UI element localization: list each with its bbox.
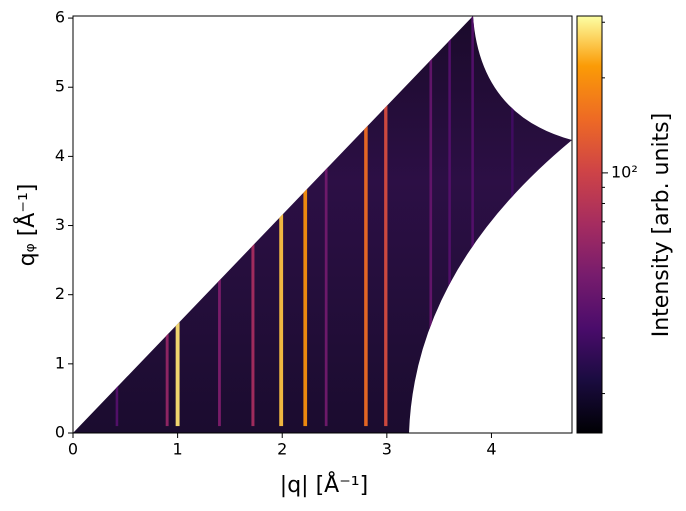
ring-line <box>279 16 284 427</box>
y-tick-label: 6 <box>55 8 65 27</box>
x-tick-label: 4 <box>486 440 496 459</box>
x-tick-label: 2 <box>277 440 287 459</box>
y-tick-label: 1 <box>55 353 65 372</box>
ring-line <box>471 16 474 427</box>
x-tick-label: 1 <box>173 440 183 459</box>
colorbar-tick-label: 10² <box>611 162 638 181</box>
ring-line <box>364 16 368 427</box>
y-axis-label: qᵩ [Å⁻¹] <box>13 184 40 267</box>
ring-line <box>429 16 433 427</box>
y-tick-label: 0 <box>55 423 65 442</box>
x-axis-label: |q| [Å⁻¹] <box>280 471 368 498</box>
colorbar <box>576 15 603 434</box>
ring-line <box>384 16 388 427</box>
axes-frame <box>72 15 573 434</box>
ring-line <box>324 16 328 427</box>
y-tick-label: 3 <box>55 215 65 234</box>
y-tick-label: 4 <box>55 146 65 165</box>
y-tick-label: 2 <box>55 284 65 303</box>
y-tick-label: 5 <box>55 77 65 96</box>
ring-line <box>448 16 451 427</box>
x-tick-label: 0 <box>68 440 78 459</box>
colorbar-label: Intensity [arb. units] <box>649 113 674 337</box>
x-tick-label: 3 <box>382 440 392 459</box>
ring-line <box>303 16 308 427</box>
